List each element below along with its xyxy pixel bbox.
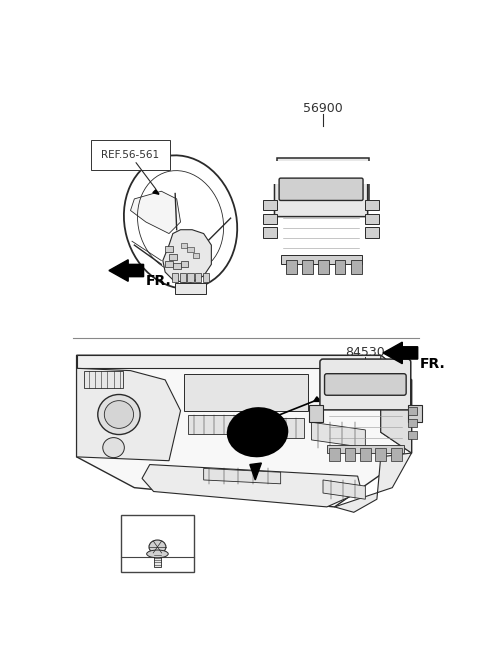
Bar bbox=[345, 448, 355, 461]
Bar bbox=[391, 448, 402, 461]
Bar bbox=[408, 432, 417, 439]
Bar bbox=[309, 405, 323, 422]
Bar bbox=[327, 446, 404, 453]
Bar bbox=[193, 253, 199, 258]
Bar bbox=[121, 514, 194, 572]
FancyBboxPatch shape bbox=[320, 359, 411, 410]
Bar bbox=[188, 273, 193, 282]
Polygon shape bbox=[184, 374, 308, 410]
Bar bbox=[195, 273, 201, 282]
Bar bbox=[203, 273, 209, 282]
Bar bbox=[165, 261, 173, 267]
Bar bbox=[365, 200, 379, 210]
Ellipse shape bbox=[104, 400, 133, 428]
Polygon shape bbox=[142, 465, 361, 507]
Bar bbox=[263, 227, 277, 238]
Bar bbox=[351, 260, 361, 274]
Polygon shape bbox=[155, 554, 160, 567]
Bar bbox=[263, 200, 277, 210]
Bar bbox=[263, 213, 277, 224]
Polygon shape bbox=[77, 355, 381, 369]
Bar bbox=[273, 161, 373, 184]
Bar bbox=[173, 263, 180, 269]
Bar bbox=[277, 158, 369, 210]
Polygon shape bbox=[312, 422, 365, 448]
Bar bbox=[408, 419, 417, 427]
Bar bbox=[329, 448, 340, 461]
Polygon shape bbox=[153, 190, 159, 194]
Ellipse shape bbox=[147, 550, 168, 558]
Polygon shape bbox=[84, 371, 123, 388]
FancyBboxPatch shape bbox=[275, 166, 368, 217]
Text: FR.: FR. bbox=[146, 274, 172, 288]
Polygon shape bbox=[77, 355, 411, 507]
Ellipse shape bbox=[149, 540, 166, 554]
Bar bbox=[408, 407, 417, 414]
Text: REF.56-561: REF.56-561 bbox=[101, 150, 159, 160]
Bar bbox=[408, 405, 421, 422]
Polygon shape bbox=[109, 260, 144, 281]
Bar bbox=[365, 213, 379, 224]
Bar bbox=[335, 260, 345, 274]
Text: FR.: FR. bbox=[420, 357, 446, 371]
Polygon shape bbox=[381, 369, 411, 453]
Bar bbox=[318, 260, 329, 274]
Bar bbox=[375, 448, 386, 461]
Polygon shape bbox=[250, 418, 304, 438]
Polygon shape bbox=[77, 369, 180, 461]
Polygon shape bbox=[383, 342, 418, 364]
FancyBboxPatch shape bbox=[324, 374, 406, 395]
Bar bbox=[180, 273, 186, 282]
Bar bbox=[165, 246, 173, 252]
Text: 1125KC: 1125KC bbox=[136, 517, 179, 527]
Ellipse shape bbox=[281, 164, 365, 203]
Polygon shape bbox=[204, 469, 281, 484]
Ellipse shape bbox=[227, 407, 288, 457]
Bar bbox=[286, 260, 297, 274]
Polygon shape bbox=[188, 414, 242, 434]
Bar bbox=[180, 261, 188, 267]
Ellipse shape bbox=[98, 394, 140, 434]
Polygon shape bbox=[250, 463, 262, 480]
Polygon shape bbox=[163, 229, 211, 284]
Bar bbox=[365, 227, 379, 238]
Bar bbox=[175, 283, 206, 294]
Bar bbox=[169, 253, 177, 260]
Bar bbox=[281, 255, 361, 265]
Ellipse shape bbox=[103, 438, 124, 457]
Bar bbox=[181, 243, 188, 248]
Text: 84530: 84530 bbox=[346, 346, 385, 359]
Polygon shape bbox=[314, 396, 321, 401]
Bar bbox=[360, 448, 371, 461]
Bar bbox=[172, 273, 178, 282]
FancyBboxPatch shape bbox=[279, 178, 363, 200]
Polygon shape bbox=[131, 191, 180, 233]
Polygon shape bbox=[323, 480, 365, 499]
Polygon shape bbox=[381, 355, 411, 453]
Polygon shape bbox=[335, 453, 411, 512]
Bar bbox=[302, 260, 313, 274]
Bar bbox=[188, 247, 193, 252]
Text: 56900: 56900 bbox=[303, 102, 343, 115]
